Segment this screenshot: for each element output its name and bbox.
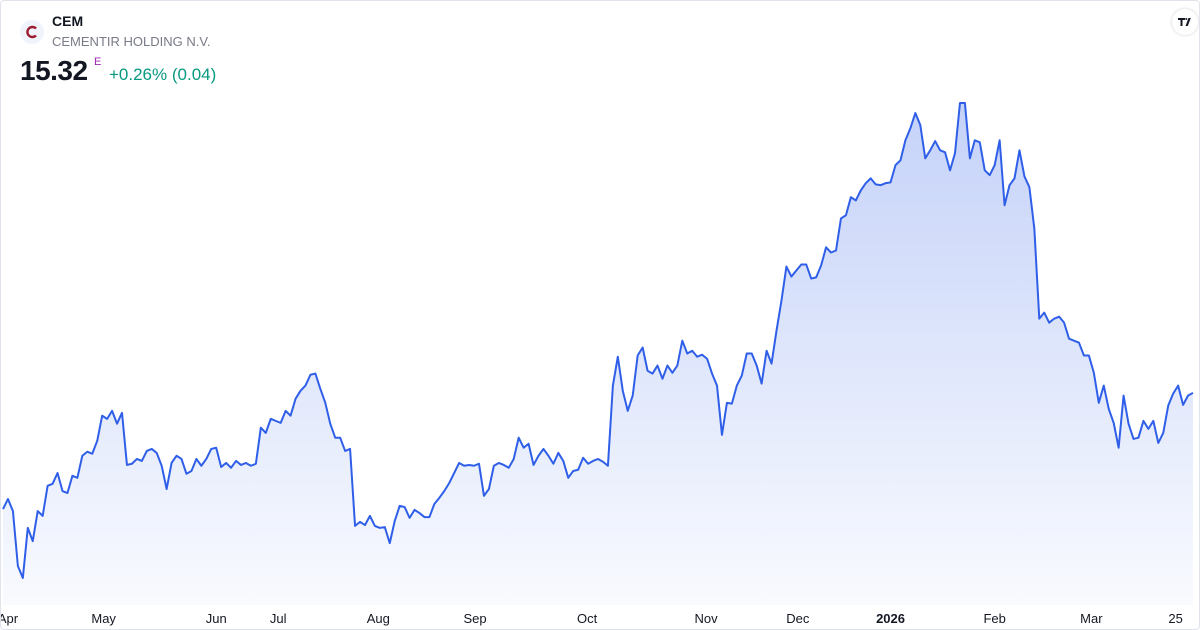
company-name: CEMENTIR HOLDING N.V.	[52, 34, 211, 49]
x-tick-label: Feb	[983, 611, 1005, 626]
symbol-logo	[20, 20, 44, 44]
x-tick-label: 2026	[876, 611, 905, 626]
tv-mark	[1178, 18, 1191, 26]
x-tick-label: Nov	[695, 611, 719, 626]
x-tick-label: Jul	[270, 611, 287, 626]
x-tick-label: May	[91, 611, 116, 626]
x-tick-label: Oct	[577, 611, 598, 626]
area-fill	[3, 103, 1193, 605]
logo-mark	[26, 25, 37, 39]
price-change: +0.26% (0.04)	[109, 65, 217, 84]
x-tick-label: Jun	[206, 611, 227, 626]
price: 15.32	[20, 55, 88, 86]
tradingview-logo[interactable]	[1172, 9, 1198, 35]
x-tick-label: Sep	[463, 611, 486, 626]
price-line	[2, 102, 1194, 579]
price-flag: E	[94, 56, 102, 68]
x-tick-label: Dec	[786, 611, 810, 626]
x-tick-label: Mar	[1080, 611, 1103, 626]
x-tick-label: Aug	[367, 611, 390, 626]
x-tick-label: 25	[1168, 611, 1182, 626]
x-tick-label: Apr	[1, 611, 19, 626]
symbol: CEM	[52, 13, 84, 29]
